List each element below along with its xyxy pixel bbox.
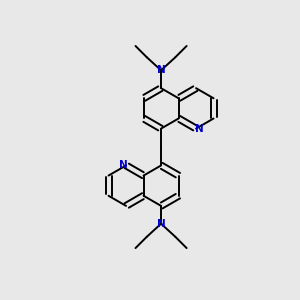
- Text: N: N: [195, 124, 203, 134]
- Text: N: N: [157, 219, 165, 229]
- Text: N: N: [119, 160, 128, 170]
- Text: N: N: [157, 65, 165, 75]
